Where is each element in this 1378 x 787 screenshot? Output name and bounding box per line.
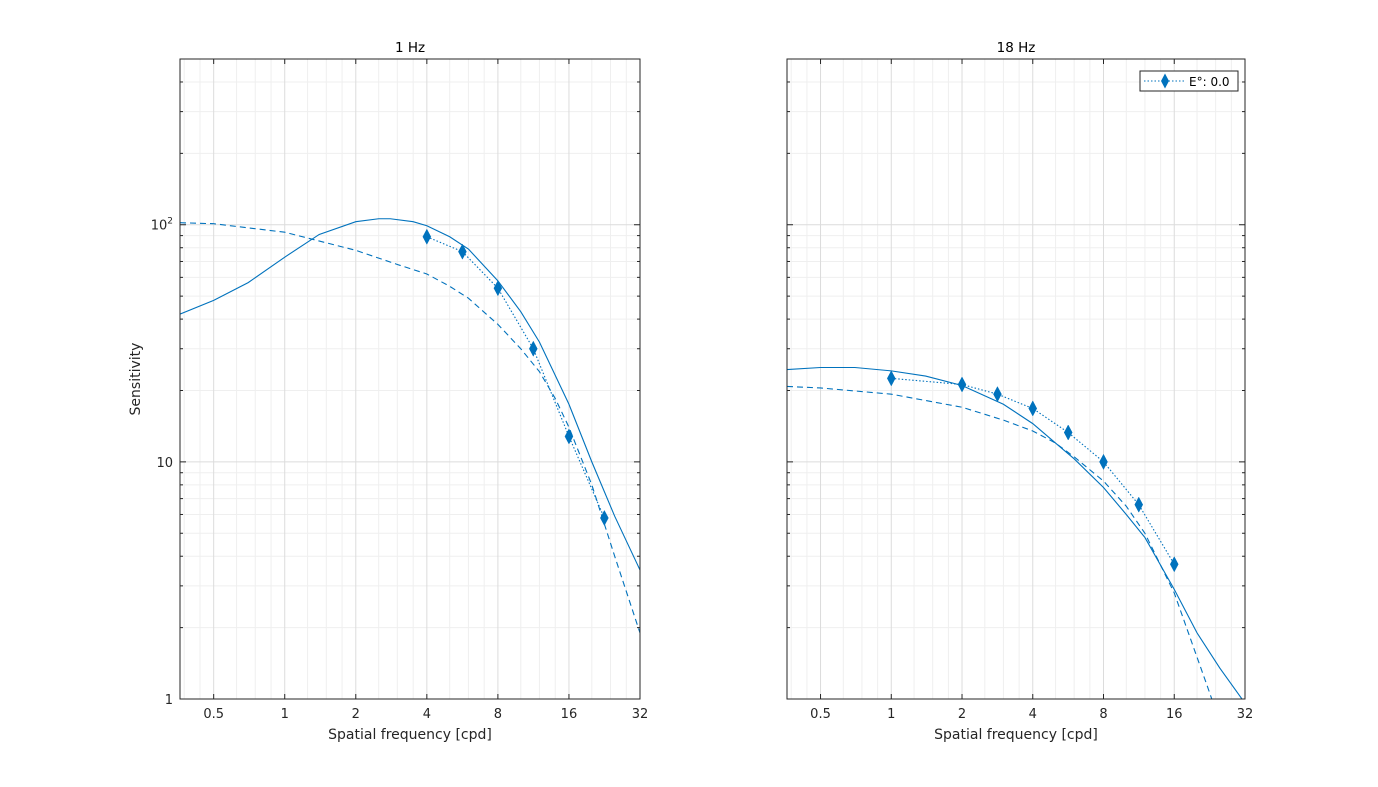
major-grid-left [180,59,640,699]
minor-grid-right [787,58,1245,699]
x-tick-label: 4 [1029,707,1037,722]
x-tick-label: 2 [352,707,360,722]
x-tick-label: 2 [958,707,966,722]
data-point-diamond [1028,400,1038,417]
x-tick-label: 32 [1237,707,1254,722]
plot-frame-left [179,58,641,700]
x-tick-label: 16 [561,707,578,722]
minor-grid-left [180,58,640,699]
x-axis-label-left: Spatial frequency [cpd] [328,727,492,743]
x-tick-label: 0.5 [810,707,831,722]
x-tick-label: 4 [423,707,431,722]
data-point-diamond [957,376,967,393]
x-tick-label: 0.5 [203,707,224,722]
plot-frame-right [786,58,1246,700]
legend-entry-label: E°: 0.0 [1189,75,1230,89]
data-point-diamond [422,228,432,245]
data-point-diamond [529,340,538,357]
y-tick-label: 1 [165,693,173,708]
chart-title-left: 1 Hz [395,40,425,56]
tick-labels-right: 0.5 1 2 4 8 16 32 [810,707,1253,722]
model-dashed-line [787,385,1213,699]
model-solid-line [180,218,640,571]
data-point-diamond [1063,424,1073,441]
ticks-right [787,58,1246,700]
series-right [787,366,1243,699]
major-grid-right [787,59,1245,699]
x-tick-label: 1 [887,707,895,722]
legend: E°: 0.0 [1139,70,1239,92]
chart-title-right: 18 Hz [997,40,1036,56]
model-solid-line [787,366,1243,699]
data-dotted-line [891,377,1175,565]
data-point-diamond [993,386,1002,403]
x-tick-label: 1 [281,707,289,722]
data-point-diamond [886,370,896,387]
tick-labels-left: 0.5 1 2 4 8 16 32 1 10 102 [151,217,649,722]
y-axis-label: Sensitivity [128,343,144,416]
panel-1hz: 0.5 1 2 4 8 16 32 1 10 102 1 Hz Spatial frequency… [128,40,648,743]
x-tick-label: 8 [1099,707,1107,722]
y-tick-label: 102 [151,217,173,234]
x-tick-label: 8 [494,707,502,722]
data-point-diamond [1134,496,1144,513]
data-point-diamond [1169,556,1179,573]
panel-18hz: 0.5 1 2 4 8 16 32 18 Hz Spatial frequency [cpd… [786,40,1253,743]
model-dashed-line [180,222,640,634]
y-tick-label: 10 [156,456,173,471]
x-axis-label-right: Spatial frequency [cpd] [934,727,1098,743]
x-tick-label: 16 [1166,707,1183,722]
data-dotted-line [426,236,605,519]
data-point-diamond [1099,453,1108,470]
data-point-diamond [493,280,503,297]
ticks-left [180,58,641,700]
series-left [180,218,640,634]
legend-diamond-marker [1161,73,1169,89]
data-point-diamond [458,243,467,260]
x-tick-label: 32 [632,707,649,722]
